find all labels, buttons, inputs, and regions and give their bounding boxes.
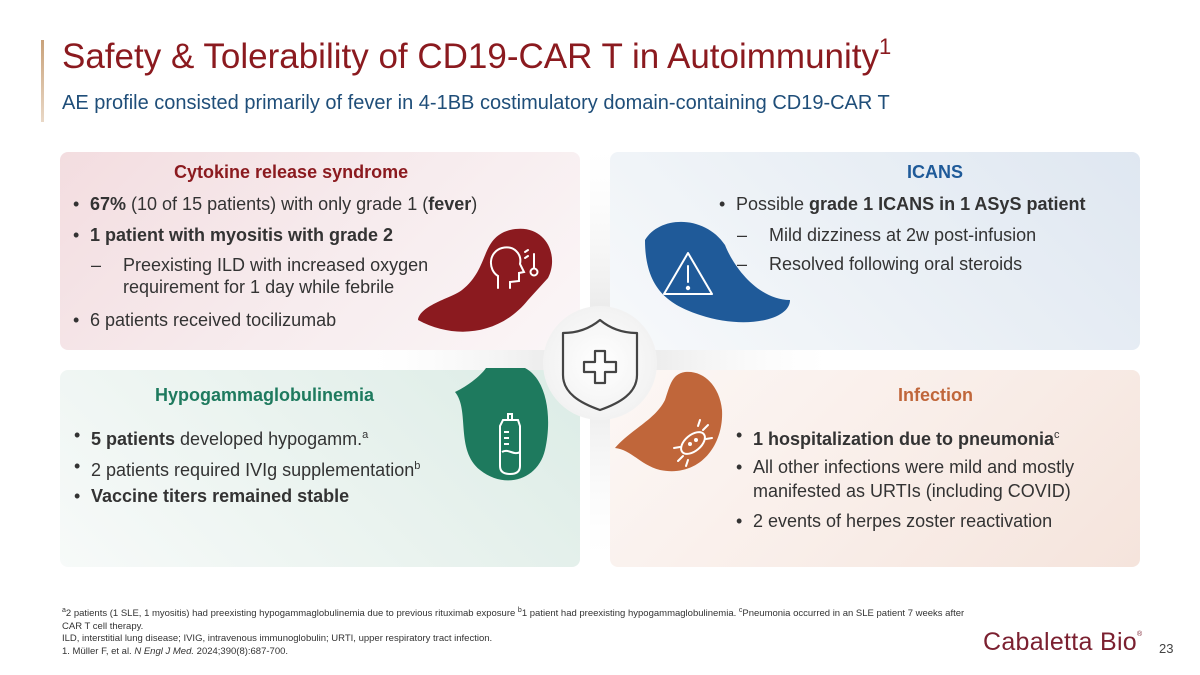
crs-bullet-3: • 6 patients received tocilizumab bbox=[73, 310, 337, 330]
company-logo: Cabaletta Bio® bbox=[983, 628, 1143, 656]
icans-panel: ICANS • Possible grade 1 ICANS in 1 ASyS … bbox=[610, 152, 1140, 350]
page-title: Safety & Tolerability of CD19-CAR T in A… bbox=[62, 34, 892, 76]
icans-bullet-1: • Possible grade 1 ICANS in 1 ASyS patien… bbox=[719, 194, 1086, 214]
vertical-separator bbox=[590, 148, 610, 558]
footnote-line-3: 1. Müller F, et al. N Engl J Med. 2024;3… bbox=[62, 645, 289, 657]
crs-panel-title: Cytokine release syndrome bbox=[174, 162, 409, 182]
page-number: 23 bbox=[1159, 641, 1174, 656]
infection-bullet-2: • All other infections were mild and most… bbox=[736, 457, 1075, 501]
title-accent-bar bbox=[41, 40, 44, 122]
hypo-bullet-2: • 2 patients required IVIg supplementatio… bbox=[74, 456, 421, 480]
infection-bullet-1: • 1 hospitalization due to pneumoniac bbox=[736, 425, 1060, 449]
footnotes: a2 patients (1 SLE, 1 myositis) had pree… bbox=[62, 605, 982, 658]
infection-panel: Infection • 1 hospitalization due to pneu… bbox=[610, 370, 1140, 567]
crs-bullet-1: • 67% (10 of 15 patients) with only grade… bbox=[73, 194, 478, 214]
hypogammaglobulinemia-panel: Hypogammaglobulinemia • 5 patients develo… bbox=[60, 370, 580, 567]
hypo-bullet-1: • 5 patients developed hypogamm.a bbox=[74, 425, 369, 449]
crs-bullet-2: • 1 patient with myositis with grade 2 bbox=[73, 225, 394, 245]
horizontal-separator bbox=[370, 350, 830, 370]
infection-bullet-3: • 2 events of herpes zoster reactivation bbox=[736, 511, 1053, 531]
footnote-line-1: a2 patients (1 SLE, 1 myositis) had pree… bbox=[62, 607, 965, 632]
hypo-bullet-3: • Vaccine titers remained stable bbox=[74, 486, 350, 506]
footnote-line-2: ILD, interstitial lung disease; IVIG, in… bbox=[62, 633, 493, 645]
icans-sub-bullet-1: – Mild dizziness at 2w post-infusion bbox=[737, 225, 1037, 245]
icans-panel-title: ICANS bbox=[907, 162, 964, 182]
infection-panel-title: Infection bbox=[898, 385, 973, 405]
crs-sub-bullet-1: – Preexisting ILD with increased oxygen r… bbox=[91, 255, 429, 297]
hypo-panel-title: Hypogammaglobulinemia bbox=[155, 385, 375, 405]
page-subtitle: AE profile consisted primarily of fever … bbox=[62, 92, 890, 114]
crs-panel: Cytokine release syndrome • 67% (10 of 15… bbox=[60, 152, 580, 350]
icans-sub-bullet-2: – Resolved following oral steroids bbox=[737, 254, 1023, 274]
